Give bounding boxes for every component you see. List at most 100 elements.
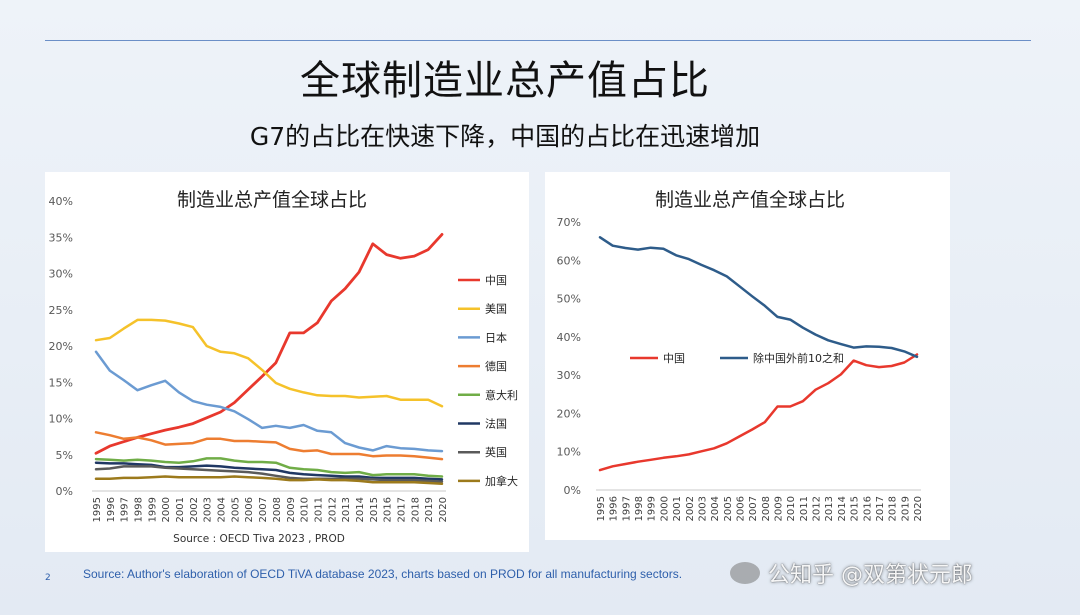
x-tick-label: 2012 — [812, 496, 823, 521]
x-tick-label: 1999 — [147, 497, 158, 522]
legend-label: 加拿大 — [485, 474, 518, 488]
x-tick-label: 1997 — [120, 497, 131, 522]
slide-subtitle: G7的占比在快速下降，中国的占比在迅速增加 — [249, 122, 761, 151]
x-tick-label: 2002 — [189, 497, 200, 522]
x-tick-label: 2001 — [175, 497, 186, 522]
y-tick-label: 35% — [49, 231, 73, 244]
page-number: 2 — [45, 573, 51, 583]
x-tick-label: 2011 — [799, 496, 810, 521]
x-tick-label: 2007 — [748, 496, 759, 521]
x-tick-label: 2020 — [913, 496, 924, 521]
x-tick-label: 2018 — [410, 497, 421, 522]
x-tick-label: 1998 — [134, 497, 145, 522]
series-line-1 — [598, 353, 919, 472]
x-tick-label: 2002 — [685, 496, 696, 521]
series-line-1 — [94, 233, 444, 455]
x-tick-label: 2014 — [355, 497, 366, 522]
y-tick-label: 20% — [49, 340, 73, 353]
legend-label: 除中国外前10之和 — [753, 351, 844, 365]
x-tick-label: 2013 — [341, 497, 352, 522]
x-tick-label: 2018 — [888, 496, 899, 521]
source-note: Source : OECD Tiva 2023 , PROD — [173, 533, 345, 545]
watermark-text: 公知乎 @双第状元郎 — [768, 563, 973, 588]
x-tick-label: 2000 — [161, 497, 172, 522]
x-tick-label: 2008 — [761, 496, 772, 521]
x-tick-label: 2014 — [837, 496, 848, 521]
y-tick-label: 70% — [557, 216, 581, 229]
x-tick-label: 1995 — [596, 496, 607, 521]
series-line-4 — [94, 431, 444, 461]
x-tick-label: 2020 — [438, 497, 449, 522]
x-tick-label: 2012 — [327, 497, 338, 522]
x-tick-label: 2019 — [900, 496, 911, 521]
x-tick-label: 2015 — [369, 497, 380, 522]
chart-title: 制造业总产值全球占比 — [177, 189, 367, 211]
legend-label: 意大利 — [485, 388, 518, 402]
legend-label: 法国 — [485, 417, 507, 431]
legend-label: 日本 — [485, 330, 507, 344]
x-tick-label: 2001 — [672, 496, 683, 521]
series-line-2 — [94, 318, 444, 408]
series-line-6 — [94, 461, 444, 481]
y-tick-label: 40% — [49, 195, 73, 208]
x-tick-label: 2010 — [786, 496, 797, 521]
y-tick-label: 0% — [56, 485, 73, 498]
series-line-7 — [94, 465, 444, 483]
header-divider — [45, 40, 1031, 41]
legend-label: 德国 — [485, 359, 507, 373]
series-line-8 — [94, 475, 444, 486]
y-tick-label: 40% — [557, 331, 581, 344]
x-tick-label: 2011 — [313, 497, 324, 522]
x-tick-label: 2008 — [272, 497, 283, 522]
legend-label: 中国 — [663, 352, 685, 365]
x-tick-label: 2005 — [723, 496, 734, 521]
watermark: 公知乎 @双第状元郎 — [730, 556, 973, 590]
x-tick-label: 2006 — [244, 497, 255, 522]
legend-label: 中国 — [485, 274, 507, 287]
y-tick-label: 20% — [557, 407, 581, 420]
x-tick-label: 1995 — [92, 497, 103, 522]
x-tick-label: 2009 — [774, 496, 785, 521]
x-tick-label: 2017 — [875, 496, 886, 521]
x-tick-label: 1999 — [647, 496, 658, 521]
legend-label: 美国 — [485, 303, 507, 316]
y-tick-label: 15% — [49, 376, 73, 389]
x-tick-label: 2003 — [203, 497, 214, 522]
x-tick-label: 2004 — [710, 496, 721, 521]
x-tick-label: 2013 — [824, 496, 835, 521]
x-tick-label: 2005 — [230, 497, 241, 522]
y-tick-label: 30% — [557, 369, 581, 382]
chart-title: 制造业总产值全球占比 — [655, 189, 845, 211]
y-tick-label: 50% — [557, 293, 581, 306]
x-tick-label: 1997 — [621, 496, 632, 521]
x-tick-label: 2019 — [424, 497, 435, 522]
x-tick-label: 1996 — [609, 496, 620, 521]
y-tick-label: 0% — [564, 484, 581, 497]
left-chart-panel: 制造业总产值全球占比 0% 5% 10% 15% 20% 25% 30% 35% 40% 1995 1… — [45, 172, 529, 552]
wechat-icon — [730, 562, 760, 584]
x-tick-label: 1996 — [106, 497, 117, 522]
x-tick-label: 2000 — [659, 496, 670, 521]
x-tick-label: 2015 — [850, 496, 861, 521]
series-line-3 — [94, 350, 444, 453]
right-chart-panel: 制造业总产值全球占比 0% 10% 20% 30% 40% 50% 60% 70% 1995 199… — [545, 172, 950, 540]
x-tick-label: 2009 — [286, 497, 297, 522]
x-tick-label: 2010 — [300, 497, 311, 522]
y-tick-label: 25% — [49, 304, 73, 317]
x-tick-label: 2003 — [697, 496, 708, 521]
series-line-5 — [94, 457, 444, 478]
y-tick-label: 5% — [56, 449, 73, 462]
x-tick-label: 2004 — [217, 497, 228, 522]
x-tick-label: 2017 — [396, 497, 407, 522]
x-tick-label: 2016 — [862, 496, 873, 521]
y-tick-label: 10% — [557, 446, 581, 459]
y-tick-label: 30% — [49, 268, 73, 281]
x-tick-label: 2016 — [383, 497, 394, 522]
x-tick-label: 2007 — [258, 497, 269, 522]
x-tick-label: 2006 — [735, 496, 746, 521]
series-line-2 — [598, 236, 919, 359]
slide-title: 全球制造业总产值占比 — [300, 58, 710, 104]
